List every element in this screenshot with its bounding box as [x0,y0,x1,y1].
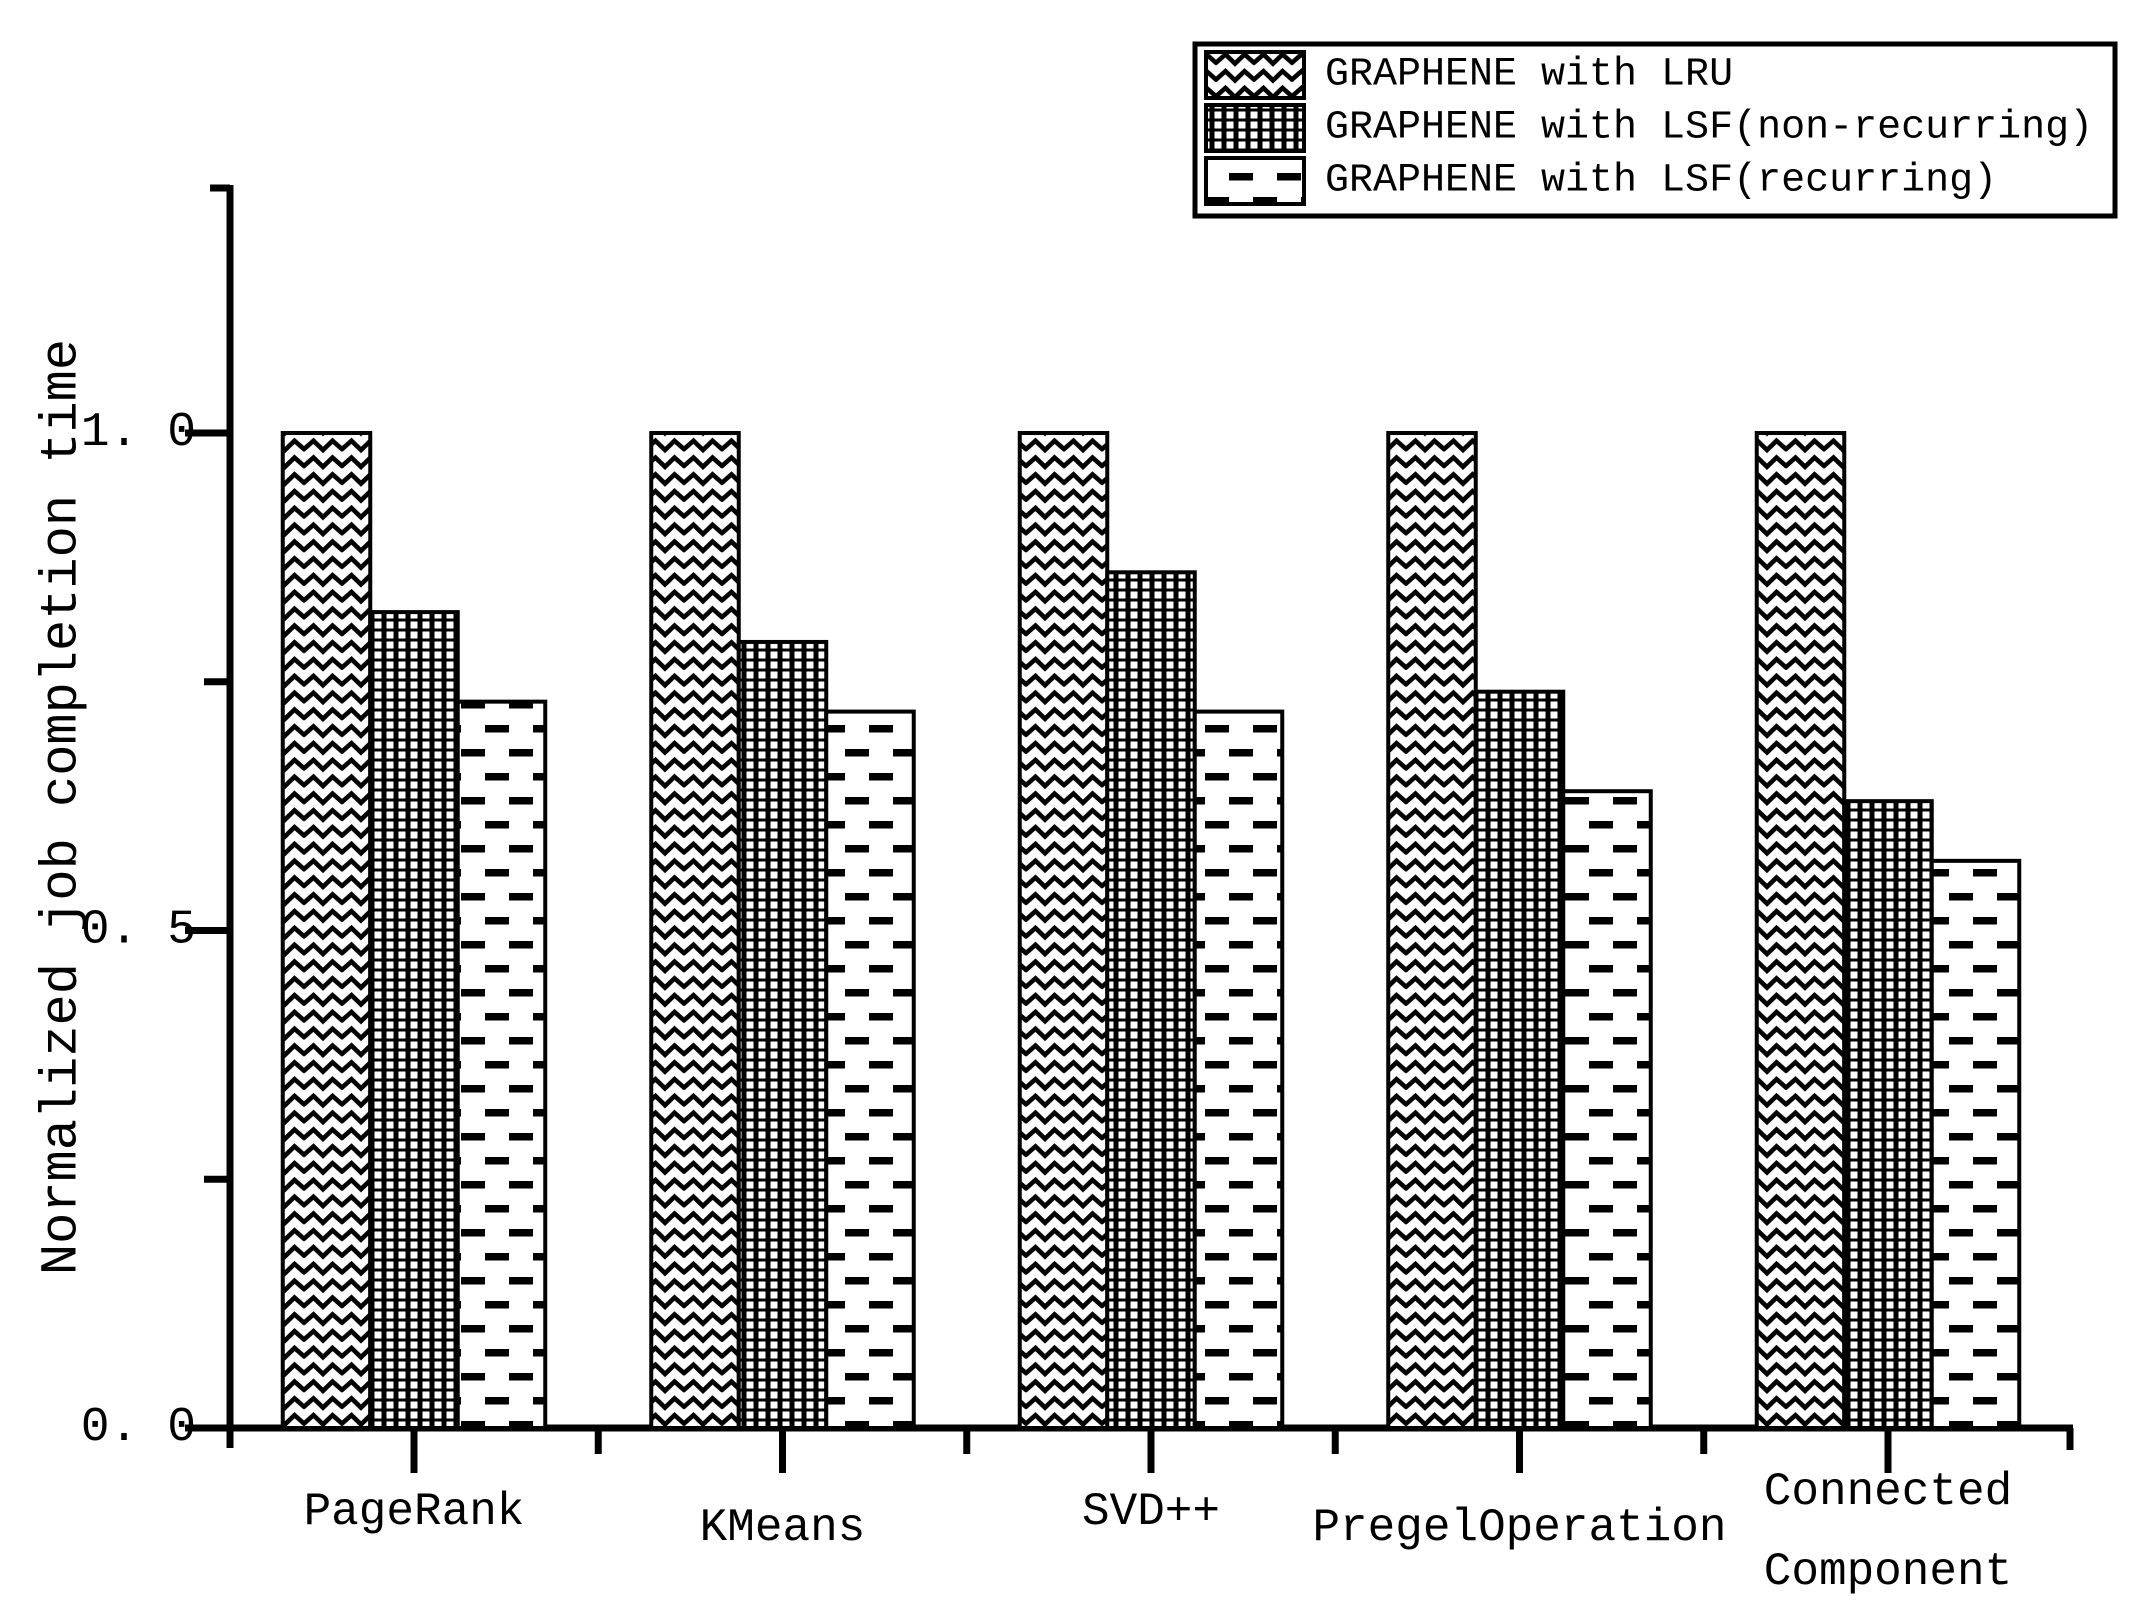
x-category-label: SVD++ [1082,1486,1220,1538]
bar-checker-dots [1473,689,1566,1430]
bar-brick-dashes [1929,858,2022,1430]
legend-label-lsf-non-recurring: GRAPHENE with LSF(non-recurring) [1325,106,2093,151]
bar-checker-dots [736,639,829,1430]
y-tick-label: 1. 0 [81,406,196,460]
y-axis-title: Normalized job completion time [33,339,92,1275]
bar-wave-hatch [1017,431,1110,1430]
legend-label-lsf-recurring: GRAPHENE with LSF(recurring) [1325,159,1997,204]
bar-checker-dots [1105,570,1197,1430]
legend-swatch-checker-dots [1204,103,1306,153]
bar-checker-dots [368,610,460,1430]
y-tick-labels: 0. 0 0. 5 1. 0 [81,406,196,1455]
bar-wave-hatch [1754,431,1847,1430]
y-tick-label: 0. 5 [81,904,196,958]
bars [280,431,2022,1430]
bar-brick-dashes [455,699,548,1430]
x-category-label: KMeans [700,1502,866,1554]
x-ticks [410,1428,1892,1473]
x-category-labels: PageRank KMeans SVD++ PregelOperation Connec… [304,1466,2013,1598]
bar-wave-hatch [280,431,373,1430]
legend-label-lru: GRAPHENE with LRU [1325,53,1733,98]
x-category-label: PageRank [304,1486,525,1538]
bar-brick-dashes [1192,709,1285,1430]
bar-brick-dashes [1561,789,1653,1430]
legend-swatch-wave-hatch [1204,50,1306,100]
x-category-label: Connected Component [1764,1466,2012,1598]
legend-box [1192,41,2118,219]
y-ticks [185,429,230,1432]
y-tick-label: 0. 0 [81,1401,196,1455]
legend: GRAPHENE with LRU GRAPHENE with LSF(non-… [1192,41,2118,219]
bar-wave-hatch [649,431,741,1430]
x-category-label: PregelOperation [1312,1502,1726,1554]
bar-brick-dashes [824,709,916,1430]
bar-wave-hatch [1386,431,1478,1430]
bar-checker-dots [1842,799,1934,1430]
legend-swatch-brick-dashes [1204,156,1306,206]
